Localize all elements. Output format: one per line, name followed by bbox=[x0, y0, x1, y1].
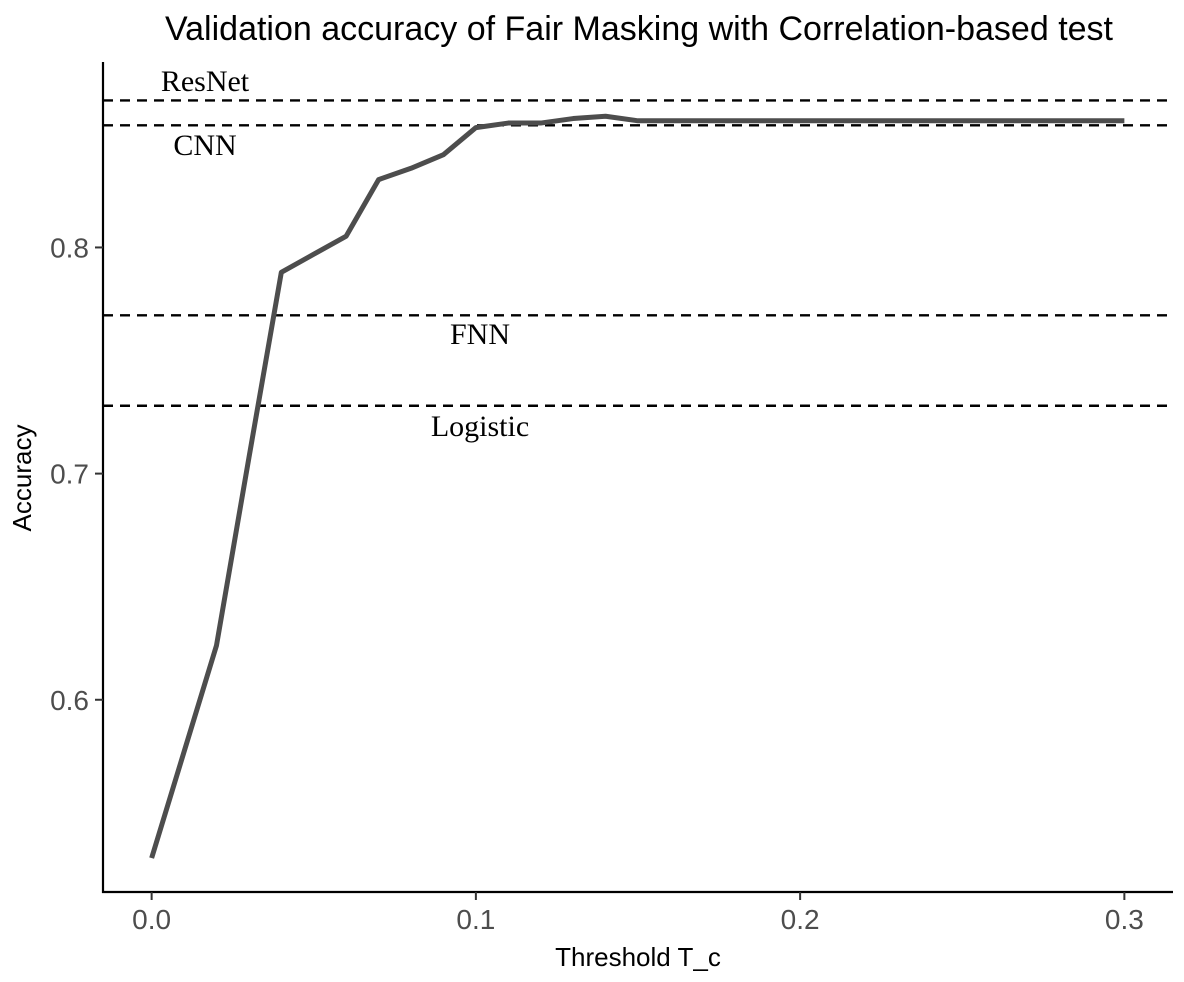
y-tick-label: 0.6 bbox=[50, 685, 89, 716]
series-line-0 bbox=[149, 113, 1125, 859]
ref-label-cnn: CNN bbox=[173, 129, 236, 162]
series-layer bbox=[149, 113, 1125, 859]
ref-label-resnet: ResNet bbox=[161, 65, 250, 98]
y-axis-ticks: 0.6 0.7 0.8 bbox=[50, 232, 103, 716]
x-tick-label: 0.0 bbox=[132, 904, 171, 935]
ref-label-fnn: FNN bbox=[450, 318, 510, 351]
reference-lines bbox=[103, 99, 1173, 407]
y-axis-label: Accuracy bbox=[7, 425, 37, 532]
y-tick-label: 0.7 bbox=[50, 459, 89, 490]
x-axis-ticks: 0.0 0.1 0.2 0.3 bbox=[132, 892, 1144, 935]
x-axis-label: Threshold T_c bbox=[555, 942, 721, 972]
chart-title: Validation accuracy of Fair Masking with… bbox=[165, 10, 1114, 48]
ref-label-logistic: Logistic bbox=[431, 410, 529, 443]
x-tick-label: 0.3 bbox=[1105, 904, 1144, 935]
x-tick-label: 0.2 bbox=[781, 904, 820, 935]
x-tick-label: 0.1 bbox=[456, 904, 495, 935]
y-tick-label: 0.8 bbox=[50, 232, 89, 263]
